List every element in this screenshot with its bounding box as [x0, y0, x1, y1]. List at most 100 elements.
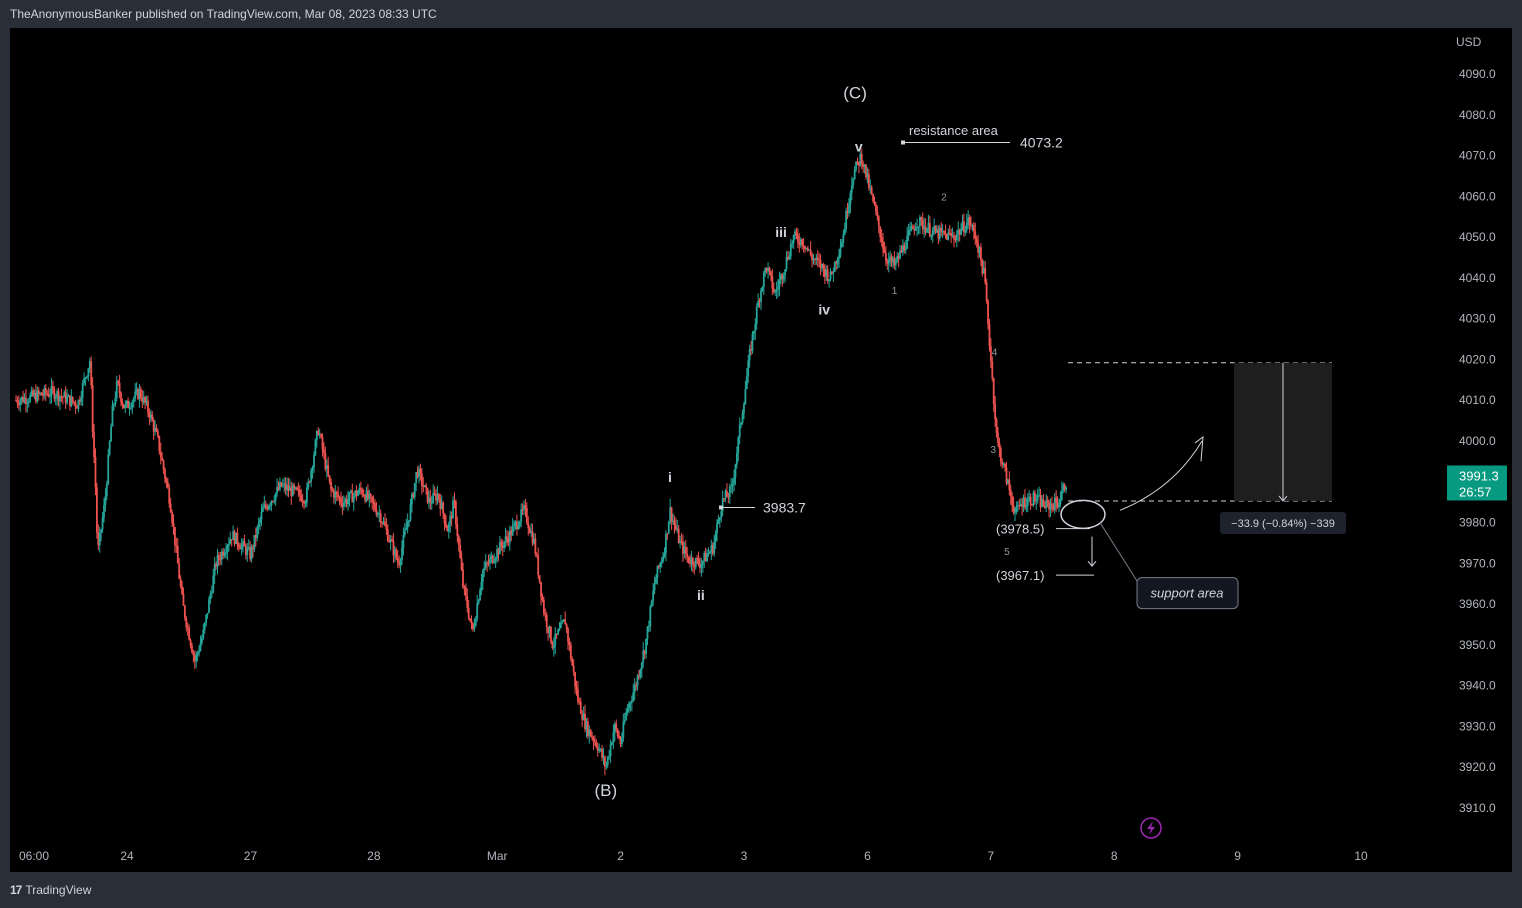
candle-body	[1005, 467, 1008, 484]
candle-body	[899, 250, 901, 259]
wave-label: i	[668, 469, 672, 485]
candle-body	[1009, 489, 1012, 497]
candle-body	[938, 227, 941, 239]
candle-body	[672, 520, 674, 522]
candle-body	[955, 234, 958, 241]
candle-body	[1014, 512, 1016, 514]
candle-body	[1049, 503, 1052, 510]
candle-body	[777, 287, 779, 290]
candle-body	[822, 264, 825, 269]
candle-body	[1011, 496, 1014, 506]
candle-body	[157, 431, 159, 436]
candle-body	[205, 614, 208, 624]
candle-body	[357, 492, 359, 496]
candle-body	[762, 272, 765, 287]
candle-body	[287, 485, 290, 491]
candle-body	[80, 397, 83, 402]
candle-body	[765, 268, 768, 272]
candle-body	[57, 391, 60, 402]
candle-body	[508, 530, 511, 543]
candle-body	[501, 545, 504, 548]
candle-body	[589, 729, 592, 737]
candle-body	[814, 259, 816, 261]
candle-body	[848, 204, 850, 214]
candle-body	[988, 324, 991, 347]
candle-body	[249, 547, 252, 560]
price-chart[interactable]: USD 4090.0 4080.0 4070.0 4060.0 4050.0 4040.0 4…	[10, 28, 1512, 872]
candle-body	[408, 520, 410, 522]
candle-body	[115, 381, 118, 399]
candle-body	[303, 501, 305, 504]
candle-body	[462, 569, 464, 587]
candle-body	[894, 260, 897, 266]
candle-body	[203, 623, 206, 630]
candle-body	[628, 703, 630, 709]
resistance-level-label: 4073.2	[1020, 135, 1063, 151]
candle-body	[91, 385, 94, 433]
candle-body	[288, 487, 291, 491]
candle-body	[954, 239, 957, 241]
candle-body	[286, 485, 288, 490]
candle-body	[643, 650, 646, 654]
candle-body	[247, 547, 250, 549]
candle-body	[77, 399, 80, 409]
candle-body	[1050, 503, 1053, 506]
wave-label: 1	[892, 286, 898, 297]
candle-body	[525, 508, 528, 523]
candle-body	[796, 235, 799, 242]
chart-area[interactable]: USD 4090.0 4080.0 4070.0 4060.0 4050.0 4040.0 4…	[10, 28, 1512, 872]
candle-body	[548, 626, 551, 633]
candle-body	[233, 531, 236, 544]
candle-body	[110, 426, 112, 442]
candle-body	[467, 608, 470, 619]
candle-body	[340, 497, 342, 503]
candle-body	[833, 261, 836, 272]
candle-body	[20, 396, 23, 401]
candle-body	[916, 226, 918, 228]
candle-body	[63, 392, 66, 398]
candle-body	[999, 448, 1002, 462]
candle-body	[17, 403, 20, 406]
candle-body	[175, 545, 178, 547]
currency-label: USD	[1456, 35, 1482, 49]
candle-body	[761, 286, 764, 291]
candle-body	[867, 173, 870, 188]
candle-body	[253, 534, 256, 550]
candle-body	[27, 401, 30, 403]
candle-body	[879, 226, 882, 237]
candle-body	[440, 502, 443, 509]
candle-body	[937, 229, 940, 239]
candle-body	[30, 390, 33, 395]
candle-body	[34, 392, 37, 402]
wave-label: 5	[1004, 547, 1010, 558]
candle-body	[76, 406, 78, 409]
candle-body	[596, 747, 599, 751]
candle-body	[473, 625, 476, 630]
candle-body	[859, 153, 862, 166]
candle-body	[682, 541, 684, 554]
candle-body	[950, 233, 953, 236]
candle-body	[694, 558, 697, 568]
candle-body	[420, 473, 423, 486]
candle-body	[562, 619, 565, 622]
candle-body	[486, 562, 489, 564]
candle-body	[541, 596, 544, 601]
candle-body	[829, 271, 832, 280]
candle-body	[281, 484, 284, 487]
candle-body	[978, 247, 981, 253]
candle-body	[121, 401, 124, 405]
candle-body	[923, 226, 926, 230]
candle-body	[534, 538, 537, 554]
candle-body	[145, 400, 148, 403]
candle-body	[219, 559, 222, 561]
candle-body	[88, 361, 91, 369]
candle-body	[947, 232, 950, 240]
candle-body	[781, 274, 784, 280]
candle-body	[151, 414, 154, 421]
candle-body	[669, 507, 672, 522]
candle-body	[604, 756, 606, 767]
candle-body	[542, 600, 545, 614]
candle-body	[701, 561, 704, 565]
candle-body	[122, 404, 125, 409]
candle-body	[884, 252, 887, 261]
